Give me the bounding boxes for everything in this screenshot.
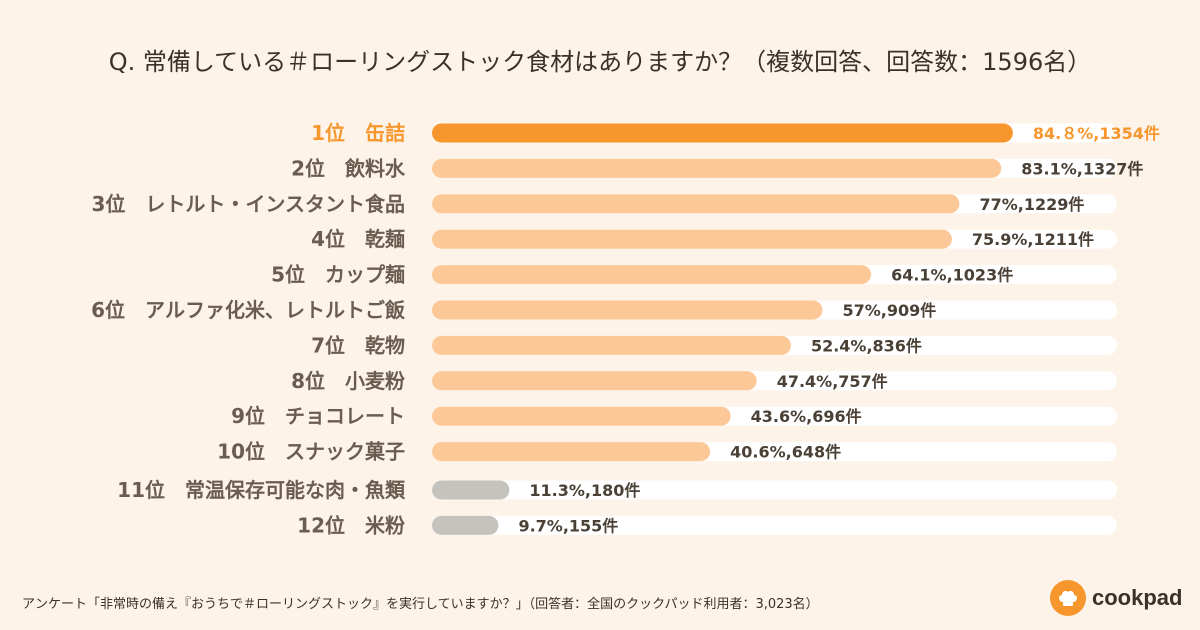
category-label-4: 4位 乾麺 [311,227,405,251]
bar-12 [432,515,499,535]
bar-5 [432,265,872,285]
value-label-6: 57%,909件 [842,301,936,320]
value-label-12: 9.7%,155件 [518,516,618,535]
bar-chart: 1位 缶詰 84.８%,1354件 2位 飲料水 83.1%,1327件 3位 レトルト… [91,121,1160,537]
value-label-1: 84.８%,1354件 [1033,124,1160,143]
footnote: アンケート「非常時の備え『おうちで＃ローリングストック』を実行していますか？」（… [22,597,819,612]
value-label-10: 40.6%,648件 [730,443,841,462]
category-label-11: 11位 常温保存可能な肉・魚類 [117,478,406,502]
chart-title: Q. 常備している＃ローリングストック食材はありますか？（複数回答、回答数：15… [108,48,1092,76]
value-label-8: 47.4%,757件 [777,372,888,391]
bar-9 [432,406,731,426]
category-label-6: 6位 アルファ化米、レトルトご飯 [91,298,405,322]
bar-track [432,480,1117,500]
value-label-5: 64.1%,1023件 [891,266,1013,285]
value-label-11: 11.3%,180件 [529,481,640,500]
category-label-2: 2位 飲料水 [291,156,406,180]
bar-track [432,515,1117,535]
category-label-9: 9位 チョコレート [231,404,405,428]
bar-4 [432,229,952,249]
value-label-7: 52.4%,836件 [811,336,922,355]
category-label-7: 7位 乾物 [311,333,405,357]
value-label-3: 77%,1229件 [979,195,1084,214]
category-label-1: 1位 缶詰 [311,121,405,145]
logo-text: cookpad [1092,585,1183,610]
bar-2 [432,158,1002,178]
bar-10 [432,442,711,462]
value-label-9: 43.6%,696件 [751,407,862,426]
value-label-4: 75.9%,1211件 [972,230,1094,249]
bar-11 [432,480,510,500]
category-label-8: 8位 小麦粉 [291,369,405,393]
chef-hat-icon [1050,580,1086,616]
category-label-10: 10位 スナック菓子 [217,440,405,464]
bar-8 [432,371,757,391]
bar-3 [432,194,960,214]
category-label-3: 3位 レトルト・インスタント食品 [91,192,405,216]
bar-7 [432,335,791,355]
bar-6 [432,300,823,320]
category-label-5: 5位 カップ麺 [271,263,405,287]
category-label-12: 12位 米粉 [297,513,405,537]
cookpad-logo: cookpad [1050,580,1182,616]
bar-1 [432,123,1013,143]
value-label-2: 83.1%,1327件 [1021,159,1143,178]
